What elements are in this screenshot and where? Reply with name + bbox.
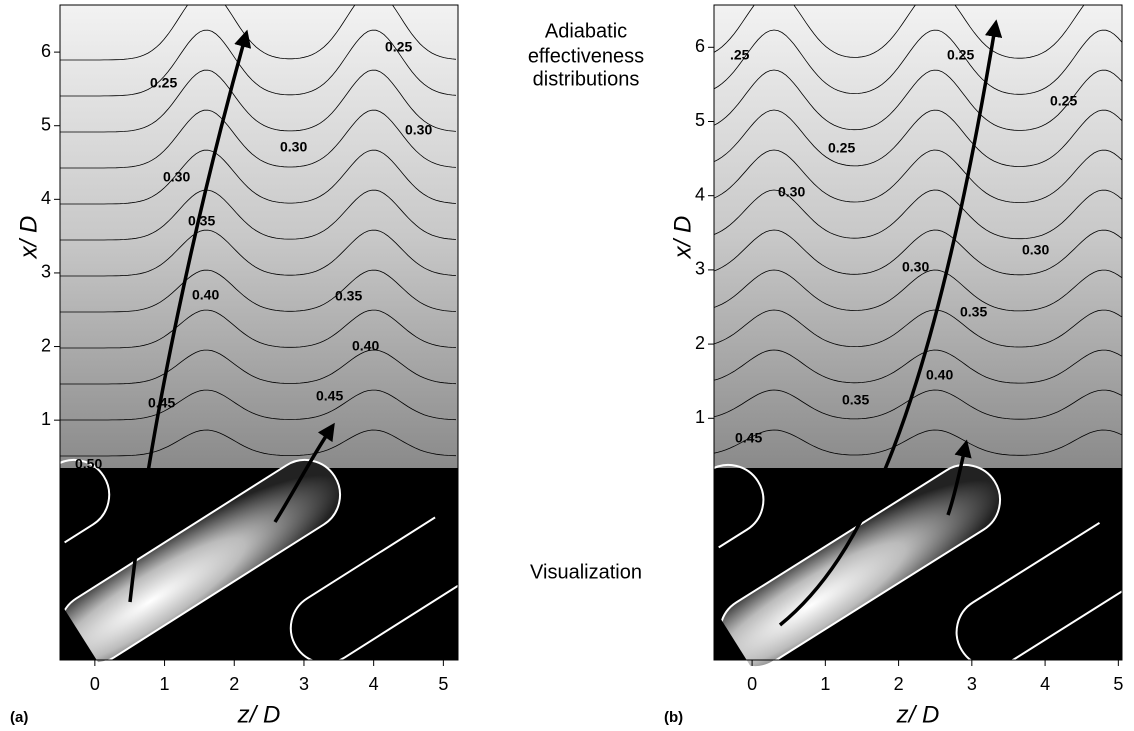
- y-tick-label: 1: [695, 407, 705, 427]
- contour-label: 0.45: [316, 388, 343, 404]
- annotation: Adiabatic: [545, 20, 627, 42]
- contour-label: 0.45: [735, 430, 762, 446]
- x-tick-label: 4: [369, 674, 379, 694]
- x-tick-label: 3: [967, 674, 977, 694]
- contour-label: 0.35: [335, 288, 362, 304]
- y-tick-label: 2: [41, 335, 51, 355]
- contour-label: .25: [730, 47, 750, 63]
- body: {"annotations": ["Adiabatic", "effective…: [0, 0, 1134, 731]
- panel-label: (b): [664, 709, 683, 726]
- contour-field: [60, 5, 458, 468]
- x-tick-label: 2: [229, 674, 239, 694]
- contour-label: 0.30: [778, 184, 805, 200]
- x-tick-label: 3: [299, 674, 309, 694]
- contour-label: 0.35: [188, 213, 215, 229]
- x-axis-label: z/ D: [896, 701, 940, 728]
- contour-label: 0.40: [352, 338, 379, 354]
- x-tick-label: 0: [747, 674, 757, 694]
- contour-label: 0.25: [385, 39, 412, 55]
- x-tick-label: 2: [894, 674, 904, 694]
- x-tick-label: 0: [90, 674, 100, 694]
- y-tick-label: 2: [695, 333, 705, 353]
- contour-label: 0.30: [280, 139, 307, 155]
- contour-label: 0.25: [1050, 93, 1077, 109]
- x-tick-label: 1: [160, 674, 170, 694]
- y-axis-label: x/ D: [669, 216, 696, 260]
- y-tick-label: 5: [41, 114, 51, 134]
- x-tick-label: 1: [820, 674, 830, 694]
- x-axis-label: z/ D: [237, 701, 281, 728]
- y-tick-label: 3: [695, 259, 705, 279]
- contour-label: 0.35: [960, 304, 987, 320]
- contour-label: 0.45: [148, 395, 175, 411]
- page: body { margin: 0; background: #fff; font…: [0, 0, 1134, 731]
- contour-label: 0.25: [947, 47, 974, 63]
- y-tick-label: 6: [41, 41, 51, 61]
- contour-label: 0.30: [163, 169, 190, 185]
- panel-label: (a): [10, 709, 28, 726]
- figure: Adiabatic effectiveness distributions Vi…: [0, 0, 1134, 731]
- contour-label: 0.25: [828, 140, 855, 156]
- contour-label: 0.25: [150, 75, 177, 91]
- y-tick-label: 4: [695, 184, 705, 204]
- contour-label: 0.30: [1022, 242, 1049, 258]
- annotation: effectiveness: [528, 45, 644, 67]
- annotation: Visualization: [530, 561, 642, 583]
- annotation: distributions: [533, 68, 640, 90]
- y-axis-label: x/ D: [15, 216, 42, 260]
- x-tick-label: 5: [438, 674, 448, 694]
- contour-label: 0.40: [192, 287, 219, 303]
- y-tick-label: 5: [695, 110, 705, 130]
- contour-label: 0.30: [405, 122, 432, 138]
- y-tick-label: 4: [41, 188, 51, 208]
- x-tick-label: 4: [1040, 674, 1050, 694]
- y-tick-label: 1: [41, 409, 51, 429]
- contour-label: 0.50: [75, 456, 102, 472]
- contour-label: 0.30: [902, 259, 929, 275]
- y-tick-label: 3: [41, 262, 51, 282]
- y-tick-label: 6: [695, 36, 705, 56]
- x-tick-label: 5: [1113, 674, 1123, 694]
- contour-label: 0.35: [842, 392, 869, 408]
- contour-label: 0.40: [926, 367, 953, 383]
